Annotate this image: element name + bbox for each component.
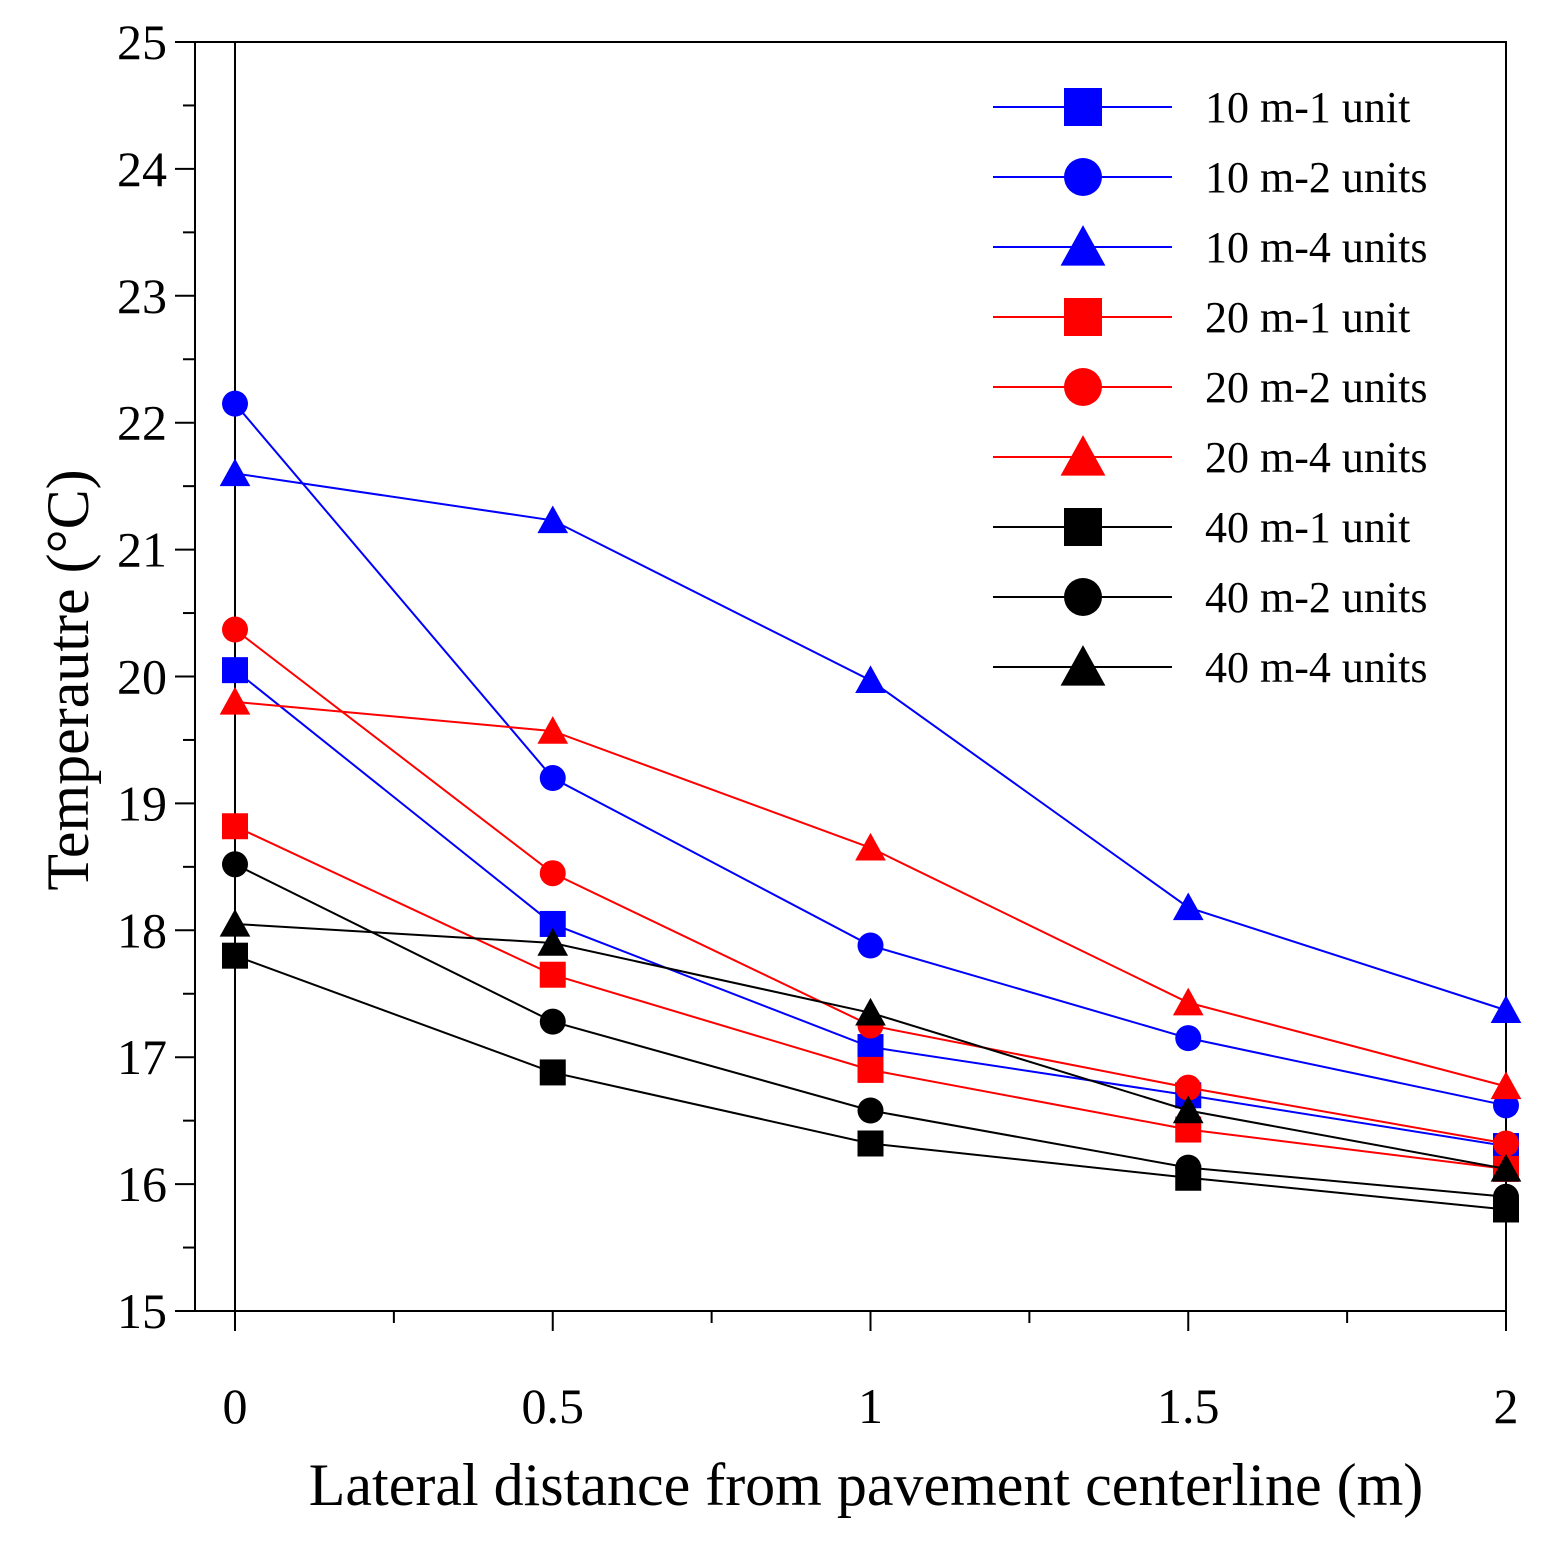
- legend-marker: [1064, 298, 1102, 336]
- data-point: [219, 458, 251, 487]
- y-tick-label: 23: [117, 268, 167, 324]
- legend-label: 40 m-4 units: [1205, 643, 1427, 692]
- y-tick-label: 22: [117, 395, 167, 451]
- data-point: [219, 686, 251, 715]
- plot-area: [219, 390, 1522, 1223]
- data-point: [1490, 1071, 1522, 1100]
- data-point: [537, 505, 569, 534]
- legend-label: 10 m-4 units: [1205, 223, 1427, 272]
- data-point: [1175, 1154, 1202, 1181]
- legend-item: 20 m-1 unit: [993, 293, 1410, 342]
- y-tick-label: 19: [117, 775, 167, 831]
- x-tick-label: 2: [1494, 1378, 1519, 1434]
- data-point: [1490, 995, 1522, 1023]
- series-3: [219, 458, 1522, 1023]
- legend-item: 40 m-1 unit: [993, 503, 1410, 552]
- data-point: [222, 942, 248, 969]
- data-point: [855, 997, 886, 1026]
- legend-item: 40 m-4 units: [993, 643, 1427, 692]
- legend-label: 10 m-1 unit: [1205, 83, 1410, 132]
- legend-item: 20 m-4 units: [993, 433, 1427, 482]
- legend-item: 20 m-2 units: [993, 363, 1427, 412]
- legend-marker: [1060, 435, 1106, 476]
- data-point: [857, 932, 884, 959]
- data-point: [855, 665, 886, 694]
- legend-label: 40 m-1 unit: [1205, 503, 1410, 552]
- y-tick-label: 15: [117, 1283, 167, 1339]
- legend-label: 10 m-2 units: [1205, 153, 1427, 202]
- legend-label: 20 m-1 unit: [1205, 293, 1410, 342]
- legend-marker: [1064, 508, 1102, 546]
- data-point: [222, 390, 248, 417]
- axes: 15 16 17 18 19 20 21 22 23 24 25 0 0.5 1 1.5 2: [117, 14, 1519, 1434]
- data-point: [222, 616, 248, 643]
- series-line: [234, 472, 1507, 1012]
- legend: 10 m-1 unit 10 m-2 units 10 m-4 units 20 m-…: [993, 83, 1427, 692]
- y-tick-label: 20: [117, 649, 167, 705]
- data-point: [222, 657, 248, 684]
- data-point: [219, 909, 251, 937]
- series-4: [222, 813, 1519, 1182]
- x-tick-label: 1: [858, 1378, 883, 1434]
- legend-label: 20 m-4 units: [1205, 433, 1427, 482]
- data-point: [539, 765, 566, 792]
- x-tick-label: 0: [223, 1378, 248, 1434]
- data-point: [222, 851, 248, 878]
- data-point: [537, 716, 569, 744]
- legend-item: 40 m-2 units: [993, 573, 1427, 622]
- series-6: [219, 686, 1522, 1100]
- legend-label: 40 m-2 units: [1205, 573, 1427, 622]
- data-point: [537, 928, 569, 956]
- legend-marker: [1064, 158, 1102, 196]
- data-point: [1490, 1153, 1522, 1182]
- series-8: [222, 851, 1519, 1210]
- data-point: [1172, 1095, 1204, 1124]
- data-point: [539, 961, 566, 988]
- data-point: [1172, 987, 1204, 1016]
- data-point: [1493, 1183, 1519, 1210]
- data-point: [857, 1130, 884, 1157]
- data-point: [539, 860, 566, 887]
- x-axis-title: Lateral distance from pavement centerlin…: [309, 1452, 1423, 1518]
- x-tick-label: 1.5: [1157, 1378, 1220, 1434]
- data-point: [222, 813, 248, 840]
- data-point: [1172, 892, 1204, 921]
- y-axis-title: Temperautre (°C): [35, 469, 101, 890]
- series-9: [219, 909, 1522, 1182]
- legend-marker: [1064, 578, 1102, 616]
- legend-marker: [1060, 645, 1106, 686]
- legend-marker: [1064, 88, 1102, 126]
- y-tick-label: 24: [117, 141, 167, 197]
- data-point: [539, 1008, 566, 1035]
- data-point: [1175, 1074, 1202, 1101]
- y-tick-label: 18: [117, 902, 167, 958]
- y-tick-label: 21: [117, 522, 167, 578]
- data-point: [855, 832, 886, 861]
- y-tick-label: 25: [117, 14, 167, 70]
- legend-label: 20 m-2 units: [1205, 363, 1427, 412]
- data-point: [857, 1097, 884, 1124]
- legend-item: 10 m-4 units: [993, 223, 1427, 272]
- legend-marker: [1064, 368, 1102, 406]
- legend-marker: [1060, 225, 1106, 266]
- legend-item: 10 m-1 unit: [993, 83, 1410, 132]
- data-point: [1175, 1025, 1202, 1052]
- x-tick-label: 0.5: [522, 1378, 585, 1434]
- data-point: [1493, 1130, 1519, 1157]
- series-1: [222, 657, 1519, 1160]
- data-point: [539, 1059, 566, 1086]
- y-tick-label: 17: [117, 1029, 167, 1085]
- legend-item: 10 m-2 units: [993, 153, 1427, 202]
- y-tick-label: 16: [117, 1156, 167, 1212]
- data-point: [857, 1056, 884, 1083]
